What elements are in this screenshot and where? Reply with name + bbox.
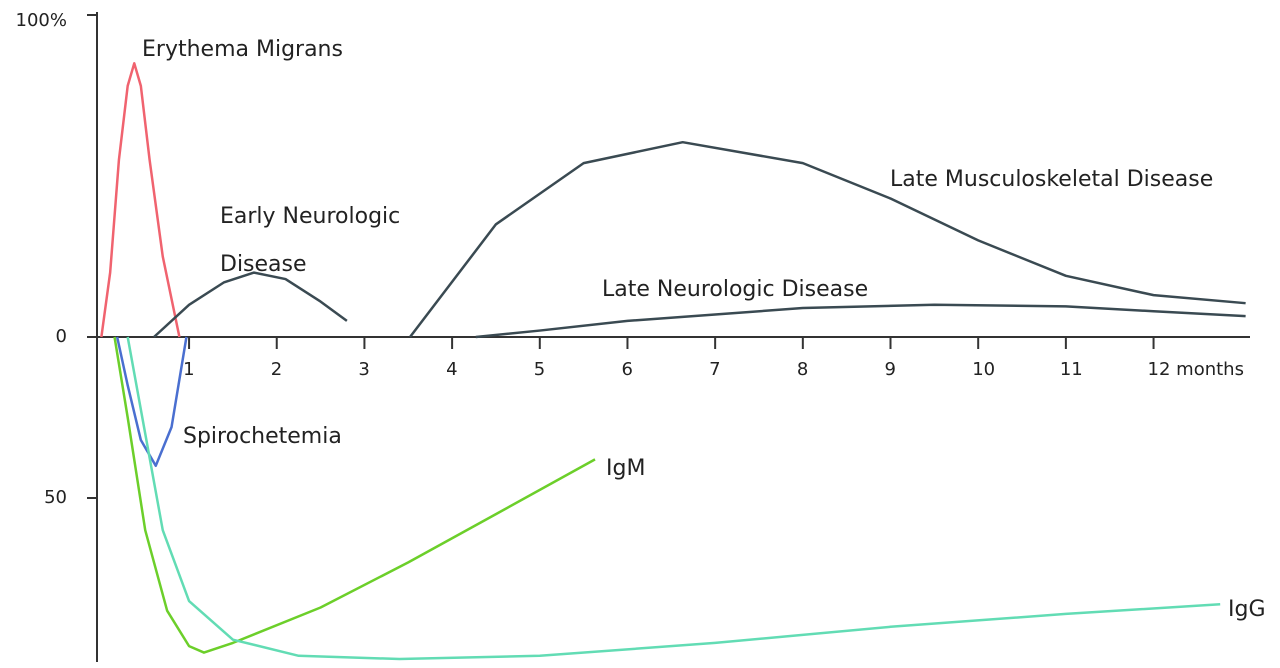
series-label: Late Neurologic Disease [602, 277, 869, 302]
series-label: IgM [606, 456, 646, 481]
y-tick-label: 100% [16, 10, 67, 31]
x-tick-label: 11 [1060, 359, 1083, 380]
series-line [475, 303, 1246, 339]
x-tick-label: 1 [183, 359, 194, 380]
series-line [115, 336, 188, 468]
x-tick-label: 10 [972, 359, 995, 380]
series-line [113, 336, 596, 654]
series-line [153, 271, 348, 338]
series-line [409, 140, 1246, 338]
y-tick-label: 50 [44, 487, 67, 508]
series-label: Late Musculoskeletal Disease [890, 167, 1214, 192]
x-tick-label: 9 [885, 359, 896, 380]
x-tick-label: 8 [797, 359, 808, 380]
series-line [126, 336, 1221, 661]
x-tick-label: 12 months [1148, 359, 1244, 380]
series-label: IgG [1228, 597, 1266, 622]
x-tick-label: 4 [446, 359, 457, 380]
series-line [100, 62, 181, 338]
series-label: Erythema Migrans [142, 37, 343, 62]
x-tick-label: 3 [358, 359, 369, 380]
y-tick-label: 0 [56, 326, 67, 347]
x-tick-label: 7 [709, 359, 720, 380]
x-tick-label: 6 [621, 359, 632, 380]
x-tick-label: 2 [271, 359, 282, 380]
series-label: Spirochetemia [183, 424, 342, 449]
x-tick-label: 5 [534, 359, 545, 380]
series-label: Early Neurologic Disease [220, 204, 401, 277]
